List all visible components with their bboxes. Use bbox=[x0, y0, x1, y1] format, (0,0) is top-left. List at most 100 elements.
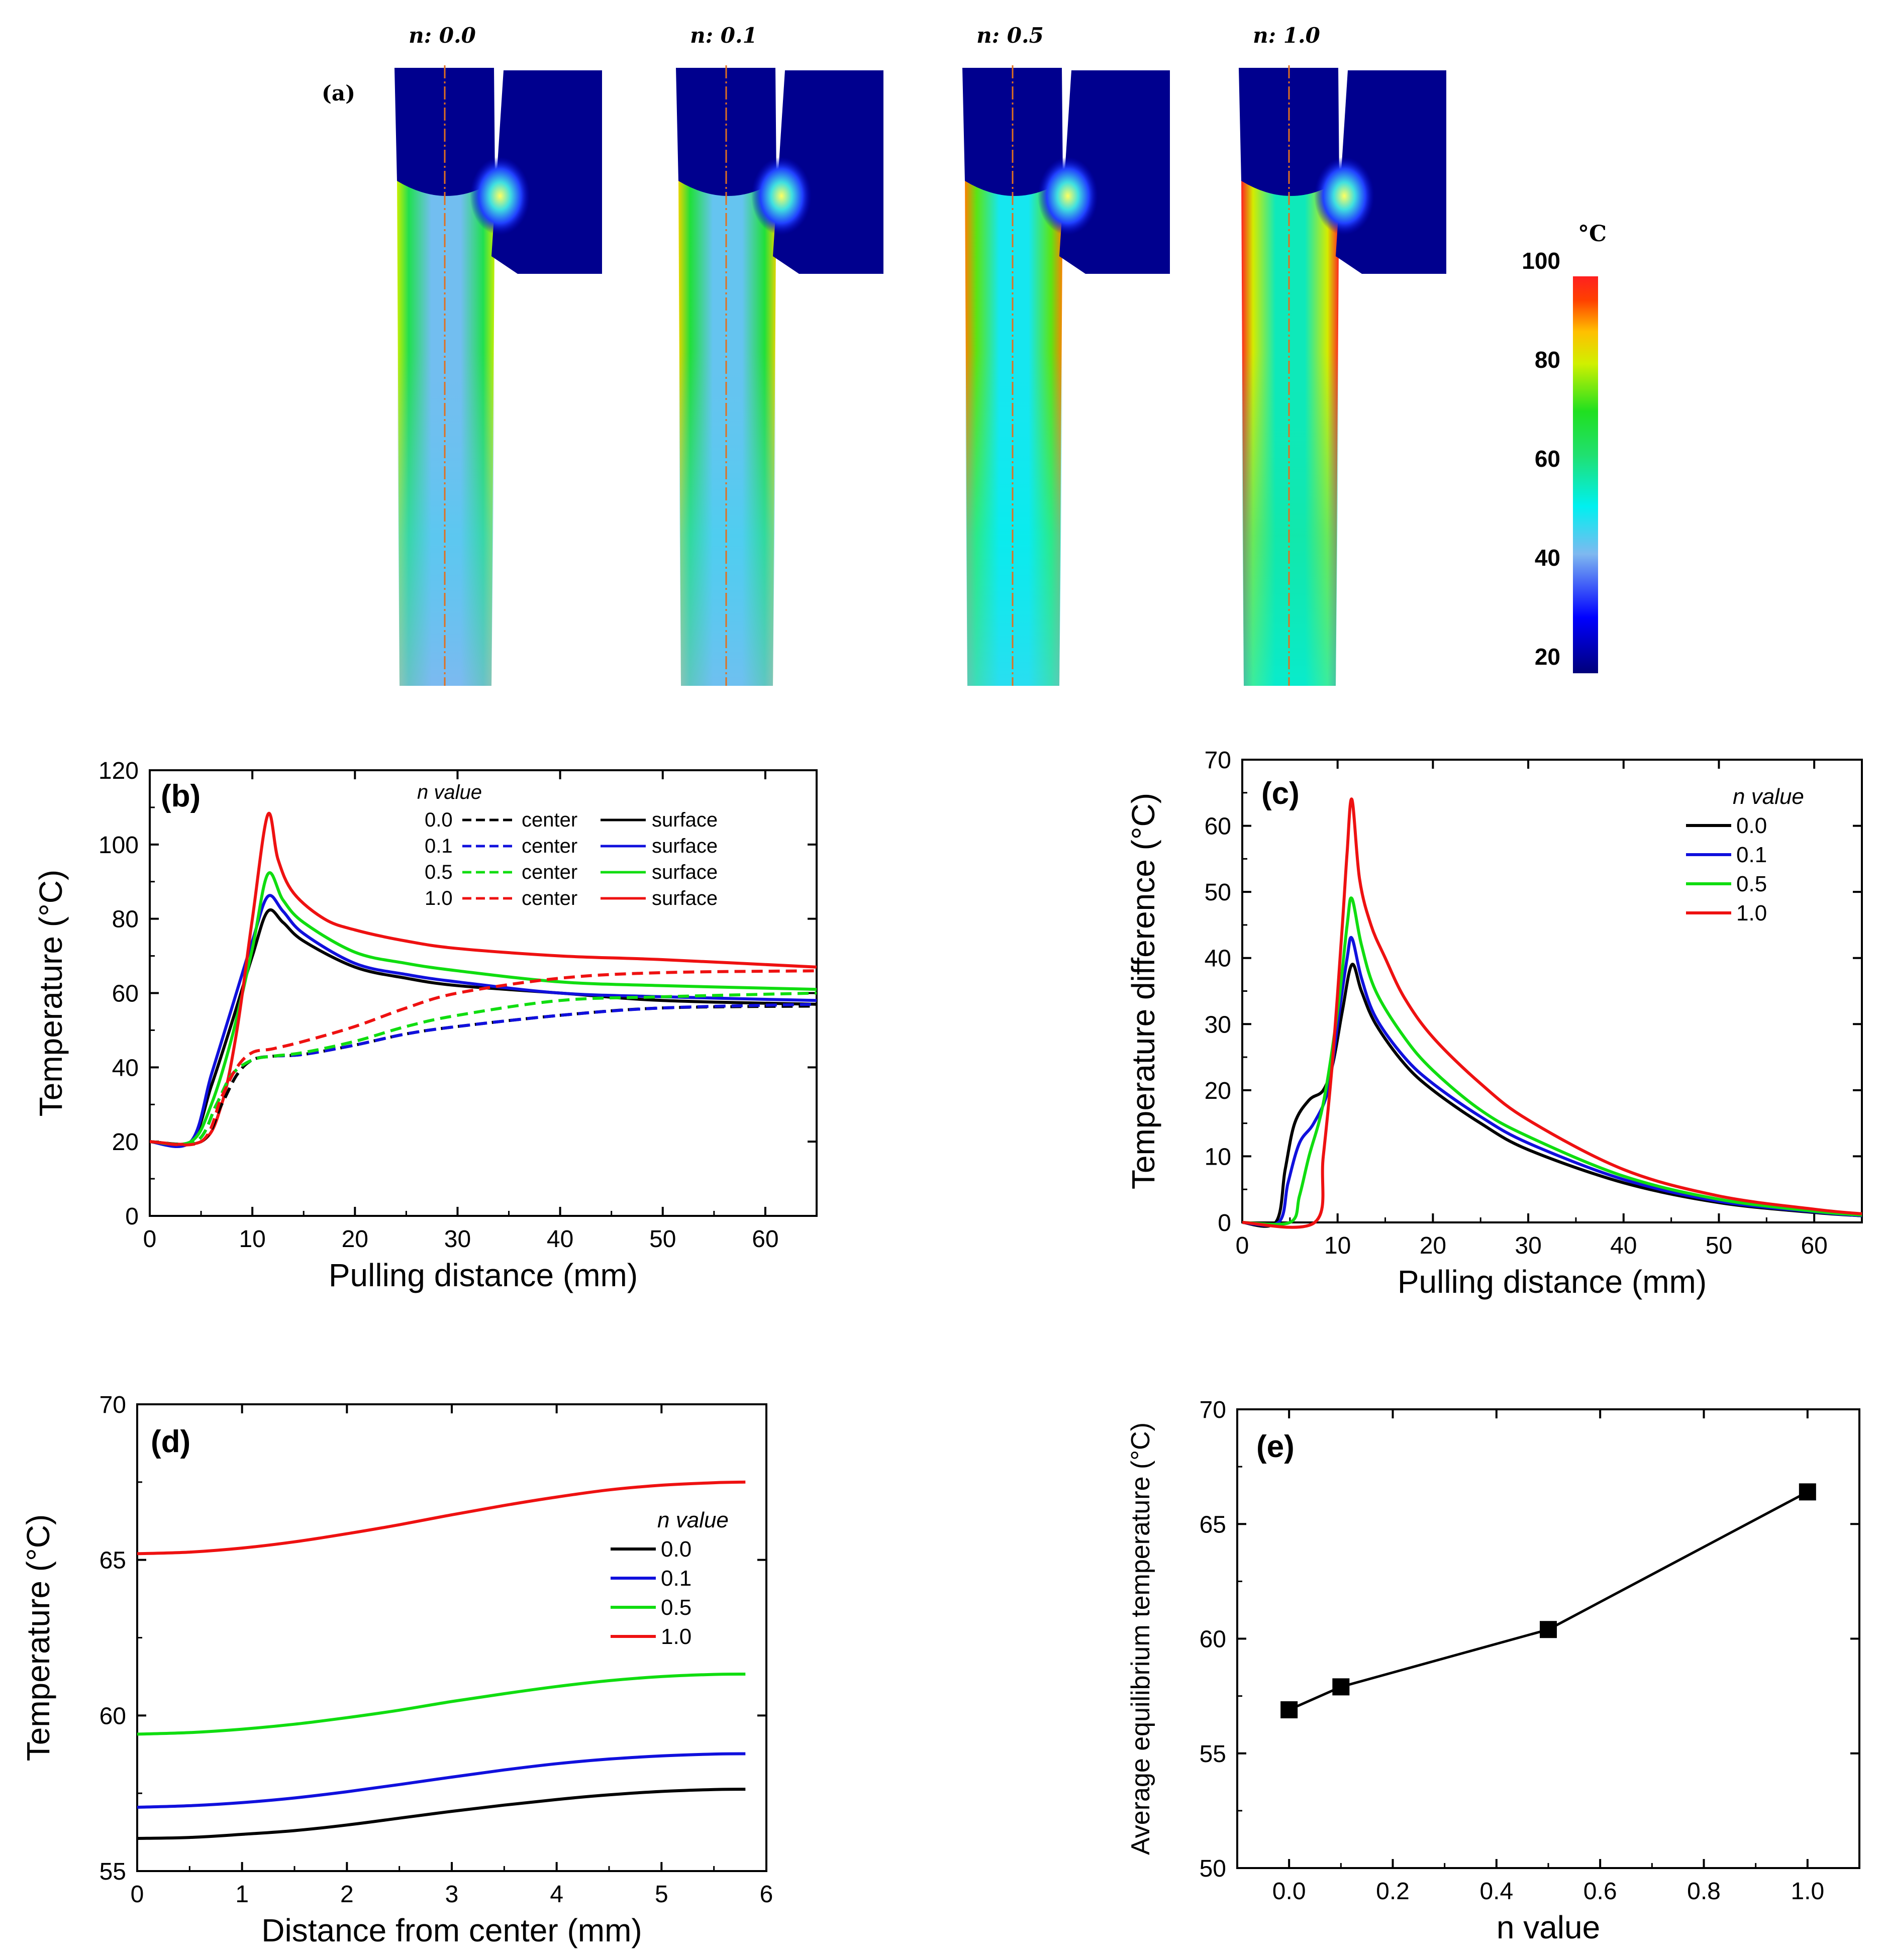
legend-value: 0.1 bbox=[425, 835, 453, 857]
legend: n value 0.0 0.1 0.5 1.0 bbox=[611, 1508, 729, 1649]
series-surface-0.5 bbox=[149, 871, 817, 1146]
panel-a-temperature-maps: (a) n: 0.0 n: 0.1 n: 0.5 n: 1.0 °C 100 80 60 4… bbox=[322, 23, 1607, 686]
legend-title: n value bbox=[1733, 784, 1804, 809]
die-hotspot bbox=[1038, 157, 1098, 235]
x-tick-label: 50 bbox=[649, 1226, 676, 1253]
series-0.0 bbox=[137, 1788, 746, 1840]
y-tick-label: 70 bbox=[1205, 747, 1231, 774]
series-line bbox=[149, 969, 817, 1147]
series-0.5 bbox=[137, 1673, 746, 1736]
model-title: n: 0.1 bbox=[690, 23, 757, 48]
y-axis-label: Temperature (°C) bbox=[33, 870, 69, 1117]
y-tick-label: 0 bbox=[125, 1203, 139, 1230]
legend-title: n value bbox=[417, 781, 482, 803]
panel-label: (e) bbox=[1256, 1429, 1295, 1464]
series-center-0.1 bbox=[149, 1002, 817, 1146]
legend-label: 0.5 bbox=[1736, 872, 1767, 896]
x-tick-label: 0 bbox=[131, 1881, 144, 1908]
legend-surface-text: surface bbox=[652, 835, 718, 857]
legend-surface-text: surface bbox=[652, 809, 718, 831]
x-axis-label: Pulling distance (mm) bbox=[329, 1257, 638, 1293]
model-title: n: 1.0 bbox=[1253, 23, 1320, 48]
x-tick-label: 0 bbox=[143, 1226, 157, 1253]
y-tick-label: 55 bbox=[100, 1859, 126, 1885]
legend-label: 1.0 bbox=[1736, 901, 1767, 925]
colorbar-tick-label: 80 bbox=[1535, 347, 1560, 373]
legend-center-text: center bbox=[522, 887, 577, 909]
y-tick-label: 0 bbox=[1218, 1210, 1231, 1236]
legend-label: 0.0 bbox=[1736, 813, 1767, 838]
rod-body-shade bbox=[1241, 352, 1339, 686]
model-0: n: 0.0 bbox=[394, 23, 602, 686]
data-point bbox=[1280, 1701, 1298, 1719]
x-tick-label: 0.0 bbox=[1272, 1878, 1306, 1905]
series-line bbox=[1242, 797, 1862, 1229]
chart-e-average-temperature: 0.0 0.2 0.4 0.6 0.8 1.0 50 55 60 65 70 n value Avera… bbox=[1126, 1397, 1860, 1945]
x-tick-label: 0.8 bbox=[1687, 1878, 1721, 1905]
y-tick-label: 65 bbox=[100, 1548, 126, 1574]
series-1.0 bbox=[137, 1480, 746, 1556]
series-0.5 bbox=[1242, 896, 1862, 1226]
series-line bbox=[149, 871, 817, 1146]
y-tick-label: 20 bbox=[112, 1129, 139, 1156]
x-tick-label: 30 bbox=[1515, 1232, 1541, 1259]
legend-label: 0.5 bbox=[661, 1595, 691, 1620]
series-line bbox=[149, 1004, 817, 1146]
x-tick-label: 1.0 bbox=[1791, 1878, 1824, 1905]
colorbar-tick-label: 100 bbox=[1522, 248, 1560, 274]
colorbar-tick-label: 20 bbox=[1535, 644, 1560, 670]
legend-label: 0.0 bbox=[661, 1537, 691, 1562]
y-tick-label: 60 bbox=[100, 1703, 126, 1729]
series-0.0 bbox=[1242, 963, 1862, 1228]
x-tick-label: 0.4 bbox=[1479, 1878, 1513, 1905]
y-tick-label: 100 bbox=[98, 832, 139, 859]
panel-a-label: (a) bbox=[322, 81, 355, 106]
legend-center-text: center bbox=[522, 835, 577, 857]
legend-label: 0.1 bbox=[1736, 843, 1767, 867]
die-hotspot bbox=[751, 157, 812, 235]
series-average bbox=[1280, 1483, 1816, 1719]
colorbar-tick-label: 60 bbox=[1535, 446, 1560, 472]
x-axis-label: n value bbox=[1497, 1909, 1600, 1945]
x-tick-label: 2 bbox=[340, 1881, 354, 1908]
series-line bbox=[1242, 963, 1862, 1228]
panel-label: (c) bbox=[1261, 776, 1300, 811]
legend-label: 1.0 bbox=[661, 1624, 691, 1649]
colorbar-gradient bbox=[1573, 276, 1598, 673]
chart-b-temperature-profile: 0 10 20 30 40 50 60 0 20 40 60 80 100 120 Pulling dist… bbox=[33, 758, 818, 1293]
series-0.1 bbox=[137, 1752, 746, 1809]
x-tick-label: 10 bbox=[239, 1226, 265, 1253]
series-line bbox=[137, 1673, 746, 1736]
x-tick-label: 50 bbox=[1706, 1232, 1732, 1259]
legend-value: 0.5 bbox=[425, 861, 453, 883]
colorbar-unit: °C bbox=[1578, 221, 1607, 247]
panel-label: (d) bbox=[151, 1424, 190, 1459]
x-tick-label: 40 bbox=[1610, 1232, 1637, 1259]
x-tick-label: 20 bbox=[1420, 1232, 1446, 1259]
y-tick-label: 70 bbox=[1200, 1397, 1226, 1423]
legend-center-text: center bbox=[522, 861, 577, 883]
data-point bbox=[1540, 1621, 1557, 1638]
series-surface-1.0 bbox=[149, 811, 817, 1146]
legend-value: 1.0 bbox=[425, 887, 453, 909]
y-tick-label: 10 bbox=[1205, 1144, 1231, 1170]
model-title: n: 0.5 bbox=[976, 23, 1044, 48]
series-line bbox=[137, 1480, 746, 1556]
series-line bbox=[137, 1752, 746, 1809]
y-axis-label: Average equilibrium temperature (°C) bbox=[1126, 1422, 1155, 1855]
y-tick-label: 50 bbox=[1200, 1855, 1226, 1882]
series-0.1 bbox=[1242, 936, 1862, 1227]
legend: n value 0.0 0.1 0.5 1.0 bbox=[1686, 784, 1804, 925]
panel-label: (b) bbox=[161, 779, 201, 813]
x-tick-label: 60 bbox=[752, 1226, 778, 1253]
model-3: n: 1.0 bbox=[1239, 23, 1446, 686]
chart-d-radial-temperature: 0 1 2 3 4 5 6 55 60 65 70 Distance from center (mm)… bbox=[20, 1392, 773, 1948]
y-tick-label: 30 bbox=[1205, 1011, 1231, 1038]
y-tick-label: 20 bbox=[1205, 1078, 1231, 1104]
y-tick-label: 60 bbox=[1200, 1626, 1226, 1653]
series-line bbox=[149, 811, 817, 1146]
x-tick-label: 0 bbox=[1236, 1232, 1249, 1259]
series-center-0.0 bbox=[149, 1004, 817, 1146]
y-axis-label: Temperature difference (°C) bbox=[1125, 793, 1161, 1189]
